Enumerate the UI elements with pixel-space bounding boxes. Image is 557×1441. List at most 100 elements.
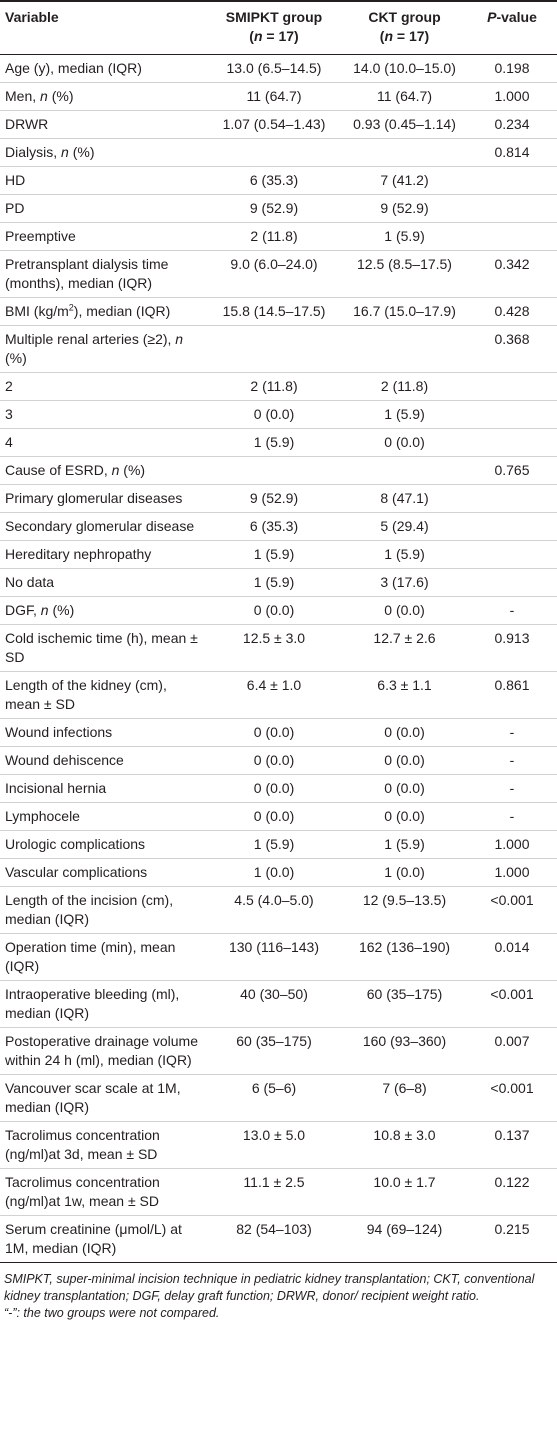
value-cell: 0.198 xyxy=(467,54,557,83)
value-cell: 94 (69–124) xyxy=(342,1215,467,1263)
variable-cell: Vancouver scar scale at 1M, median (IQR) xyxy=(0,1074,206,1122)
data-table: Variable SMIPKT group (n = 17) CKT group (n … xyxy=(0,0,557,1263)
value-cell: 12.5 (8.5–17.5) xyxy=(342,250,467,298)
text-run: Variable xyxy=(5,9,59,25)
value-cell: 0.368 xyxy=(467,325,557,373)
table-row: Urologic complications 1 (5.9) 1 (5.9) 1.00… xyxy=(0,830,557,859)
table-row: Incisional hernia 0 (0.0) 0 (0.0) - xyxy=(0,774,557,803)
value-cell: 10.8 ± 3.0 xyxy=(342,1121,467,1169)
value-cell: 1 (5.9) xyxy=(206,428,342,457)
italic-run: n xyxy=(175,331,184,347)
variable-cell: DRWR xyxy=(0,110,206,139)
value-cell: 6 (35.3) xyxy=(206,166,342,195)
footnote: SMIPKT, super-minimal incision technique… xyxy=(4,1272,535,1303)
value-cell xyxy=(467,484,557,513)
value-cell: 6.4 ± 1.0 xyxy=(206,671,342,719)
superscript: 2 xyxy=(68,302,74,313)
table-row: Tacrolimus concentration (ng/ml)at 3d, m… xyxy=(0,1121,557,1169)
table-row: Lymphocele 0 (0.0) 0 (0.0) - xyxy=(0,802,557,831)
value-cell xyxy=(467,400,557,429)
header-cell: Variable xyxy=(0,0,206,55)
value-cell xyxy=(206,456,342,485)
table-header: Variable SMIPKT group (n = 17) CKT group (n … xyxy=(0,0,557,55)
variable-cell: No data xyxy=(0,568,206,597)
variable-cell: Intraoperative bleeding (ml), median (IQ… xyxy=(0,980,206,1028)
value-cell: 0.765 xyxy=(467,456,557,485)
value-cell: 60 (35–175) xyxy=(206,1027,342,1075)
value-cell: 0.007 xyxy=(467,1027,557,1075)
variable-cell: Primary glomerular diseases xyxy=(0,484,206,513)
value-cell: 6 (35.3) xyxy=(206,512,342,541)
value-cell: 0.234 xyxy=(467,110,557,139)
value-cell xyxy=(467,540,557,569)
value-cell xyxy=(467,372,557,401)
value-cell: 0 (0.0) xyxy=(206,718,342,747)
value-cell: 1 (5.9) xyxy=(342,222,467,251)
value-cell: 0.137 xyxy=(467,1121,557,1169)
table-row: Postoperative drainage volume within 24 … xyxy=(0,1027,557,1075)
value-cell: 1.000 xyxy=(467,858,557,887)
value-cell xyxy=(206,138,342,167)
text-run: = 17) xyxy=(393,28,430,44)
value-cell: 1 (0.0) xyxy=(206,858,342,887)
value-cell: 6.3 ± 1.1 xyxy=(342,671,467,719)
variable-cell: Vascular complications xyxy=(0,858,206,887)
variable-cell: DGF, n (%) xyxy=(0,596,206,625)
value-cell: - xyxy=(467,802,557,831)
value-cell xyxy=(342,138,467,167)
value-cell: 11 (64.7) xyxy=(206,82,342,111)
value-cell: 16.7 (15.0–17.9) xyxy=(342,297,467,326)
italic-run: n xyxy=(40,602,49,618)
value-cell: 60 (35–175) xyxy=(342,980,467,1028)
table-row: No data 1 (5.9) 3 (17.6) xyxy=(0,568,557,597)
value-cell xyxy=(467,512,557,541)
value-cell: 4.5 (4.0–5.0) xyxy=(206,886,342,934)
table-row: Age (y), median (IQR) 13.0 (6.5–14.5) 14.0… xyxy=(0,54,557,83)
table-row: Operation time (min), mean (IQR) 130 (116… xyxy=(0,933,557,981)
value-cell: 0 (0.0) xyxy=(206,802,342,831)
value-cell: 1 (5.9) xyxy=(342,830,467,859)
value-cell: 0.215 xyxy=(467,1215,557,1263)
value-cell: 2 (11.8) xyxy=(206,222,342,251)
variable-cell: Men, n (%) xyxy=(0,82,206,111)
table-row: Wound infections 0 (0.0) 0 (0.0) - xyxy=(0,718,557,747)
variable-cell: 3 xyxy=(0,400,206,429)
value-cell: - xyxy=(467,774,557,803)
header-cell: P-value xyxy=(467,0,557,55)
table-row: Length of the kidney (cm), mean ± SD 6.4 … xyxy=(0,671,557,719)
table-row: BMI (kg/m2), median (IQR) 15.8 (14.5–17.5… xyxy=(0,297,557,326)
text-run: SMIPKT group xyxy=(225,9,323,25)
text-run: = 17) xyxy=(262,28,299,44)
value-cell: 6 (5–6) xyxy=(206,1074,342,1122)
value-cell: 0 (0.0) xyxy=(342,802,467,831)
text-run: (%) xyxy=(68,144,95,160)
table-row: Cause of ESRD, n (%) 0.765 xyxy=(0,456,557,485)
text-run: BMI (kg/m xyxy=(5,303,69,319)
value-cell: 0 (0.0) xyxy=(206,746,342,775)
value-cell: 0.93 (0.45–1.14) xyxy=(342,110,467,139)
value-cell: 0.342 xyxy=(467,250,557,298)
table-row: Tacrolimus concentration (ng/ml)at 1w, m… xyxy=(0,1168,557,1216)
italic-run: P xyxy=(487,9,497,25)
variable-cell: PD xyxy=(0,194,206,223)
value-cell: 1 (5.9) xyxy=(342,540,467,569)
text-run: CKT group xyxy=(368,9,441,25)
value-cell: <0.001 xyxy=(467,1074,557,1122)
table-row: Intraoperative bleeding (ml), median (IQ… xyxy=(0,980,557,1028)
value-cell: 160 (93–360) xyxy=(342,1027,467,1075)
variable-cell: 4 xyxy=(0,428,206,457)
value-cell: 14.0 (10.0–15.0) xyxy=(342,54,467,83)
value-cell: - xyxy=(467,718,557,747)
text-run: (%) xyxy=(48,602,75,618)
value-cell xyxy=(342,456,467,485)
text-run: ( xyxy=(379,28,385,44)
value-cell: 130 (116–143) xyxy=(206,933,342,981)
variable-cell: Multiple renal arteries (≥2), n (%) xyxy=(0,325,206,373)
footnotes: SMIPKT, super-minimal incision technique… xyxy=(0,1263,557,1322)
value-cell: 2 (11.8) xyxy=(342,372,467,401)
value-cell: 12.5 ± 3.0 xyxy=(206,624,342,672)
table-row: Secondary glomerular disease 6 (35.3) 5 (2… xyxy=(0,512,557,541)
